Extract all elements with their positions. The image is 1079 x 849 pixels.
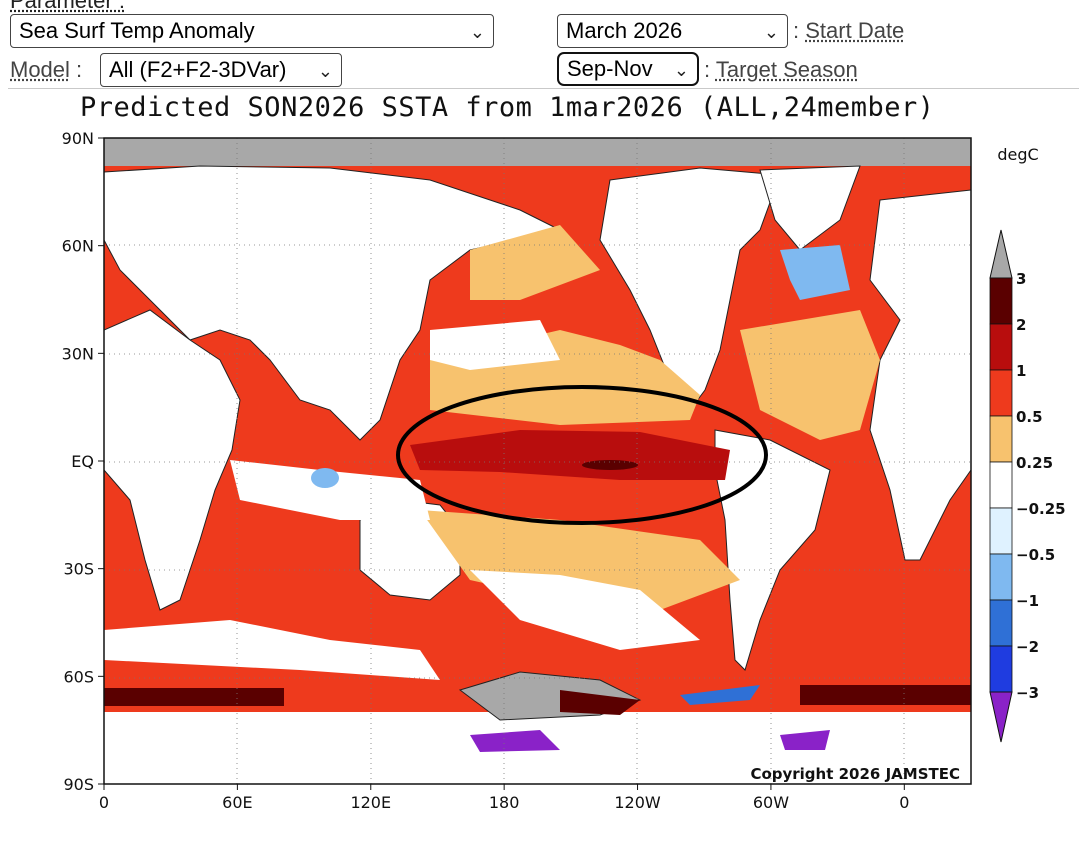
cool-anomaly-drake [680,685,760,705]
anomaly-band-n-atlantic [740,310,880,440]
colorbar-label: −0.5 [1016,546,1055,564]
start-date-label: : Start Date [793,18,905,43]
y-tick-label: 60S [63,667,94,686]
cool-anomaly-maritime [311,468,339,488]
y-tick-label: 30N [62,344,94,363]
neutral-band-south-pacific [470,570,700,650]
y-tick-label: EQ [71,452,94,471]
colorbar-label: 0.5 [1016,408,1043,426]
y-tick-label: 90S [63,775,94,794]
copyright-text: Copyright 2026 JAMSTEC [750,765,960,783]
y-axis: 90N 60N 30N EQ 30S 60S 90S [62,129,104,794]
chevron-down-icon: ⌄ [469,22,485,42]
southern-ocean-deep-anomaly-c [560,690,640,715]
x-tick-label: 180 [489,793,520,812]
x-tick-label: 0 [99,793,109,812]
southern-ocean-deep-anomaly-w [104,688,284,706]
colorbar-segment [989,599,1013,647]
land-africa [104,309,241,611]
target-season-select[interactable]: Sep-Nov ⌄ [557,52,699,86]
colorbar-label: 3 [1016,270,1026,288]
x-tick-label: 120E [350,793,391,812]
colorbar: 3 2 1 0.5 0.25 −0.25 −0.5 −1 −2 −3 [989,229,1066,743]
start-date-select[interactable]: March 2026 ⌄ [557,14,788,48]
land-eurasia [104,165,562,441]
colorbar-label: −3 [1016,684,1039,702]
colorbar-segment [989,507,1013,555]
colorbar-segment [989,415,1013,463]
colorbar-segment [989,277,1013,325]
divider [8,88,1079,89]
start-date-select-value: March 2026 [566,18,683,43]
colorbar-min-arrow [989,691,1013,743]
colorbar-label: 2 [1016,316,1026,334]
colorbar-label: 1 [1016,362,1026,380]
x-tick-label: 60W [753,793,789,812]
model-select[interactable]: All (F2+F2-3DVar) ⌄ [100,53,342,87]
x-tick-label: 120W [614,793,661,812]
colorbar-label: −0.25 [1016,500,1066,518]
model-select-value: All (F2+F2-3DVar) [109,57,287,82]
units-label: degC [997,145,1038,164]
x-tick-label: 60E [222,793,252,812]
arctic-gray [104,138,971,166]
parameter-select-value: Sea Surf Temp Anomaly [19,18,255,43]
anomaly-peak [582,460,638,470]
chevron-down-icon: ⌄ [673,60,689,80]
target-season-link[interactable]: Target Season [715,57,858,82]
colorbar-segment [989,323,1013,371]
colorbar-max-arrow [989,229,1013,279]
parameter-label: Parameter : [10,0,125,13]
x-axis: 0 60E 120E 180 120W 60W 0 [99,784,909,812]
cool-anomaly-labrador [780,245,850,300]
neutral-band-indian [230,460,430,520]
y-tick-label: 90N [62,129,94,148]
y-tick-label: 30S [63,560,94,579]
neutral-band-southern [104,620,440,680]
plot-title: Predicted SON2026 SSTA from 1mar2026 (AL… [80,92,935,123]
parameter-select[interactable]: Sea Surf Temp Anomaly ⌄ [10,14,494,48]
colorbar-segment [989,369,1013,417]
cool-anomaly-ross [470,730,560,752]
target-season-label: : Target Season [704,57,858,82]
colorbar-segment [989,461,1013,509]
land-europe-africa-east [869,189,971,561]
chevron-down-icon: ⌄ [763,22,779,42]
y-tick-label: 60N [62,237,94,256]
land-south-america [714,429,831,671]
colorbar-segment [989,645,1013,693]
colorbar-label: −1 [1016,592,1039,610]
model-label: Model : [10,57,83,82]
map-field [104,138,971,784]
x-tick-label: 0 [899,793,909,812]
neutral-band-pacific-north [430,320,560,370]
colorbar-label: 0.25 [1016,454,1053,472]
colorbar-segment [989,553,1013,601]
start-date-link[interactable]: Start Date [805,18,905,43]
colorbar-label: −2 [1016,638,1039,656]
highlight-ellipse [396,385,768,525]
land-greenland [759,165,861,251]
target-season-select-value: Sep-Nov [567,56,653,81]
chevron-down-icon: ⌄ [317,61,333,81]
anomaly-band-nw-pacific [470,225,600,300]
southern-ocean-deep-anomaly-e [800,685,971,705]
anomaly-core-equatorial [410,430,730,480]
cool-anomaly-weddell [780,730,830,750]
